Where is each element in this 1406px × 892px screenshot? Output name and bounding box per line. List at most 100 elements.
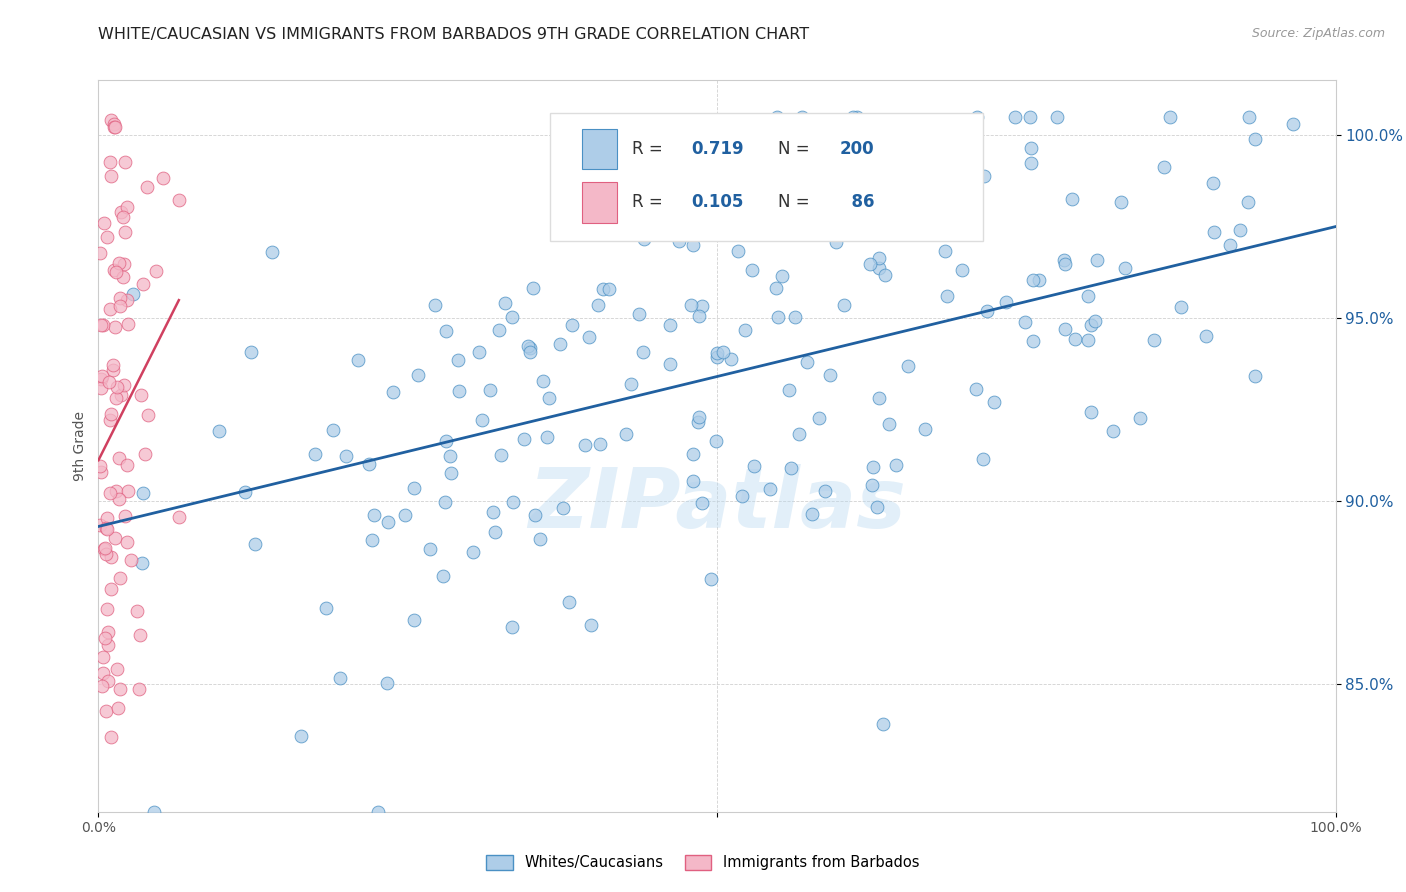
Text: 86: 86	[839, 194, 875, 211]
Point	[488, 323, 510, 337]
Point	[447, 384, 470, 398]
Point	[100, 407, 122, 421]
Point	[494, 295, 516, 310]
Point	[801, 178, 824, 193]
Point	[290, 729, 312, 743]
Point	[706, 350, 728, 364]
Point	[860, 477, 883, 491]
Point	[765, 110, 787, 124]
Text: R =: R =	[631, 140, 668, 158]
Point	[742, 458, 765, 473]
Point	[1153, 160, 1175, 174]
Text: R =: R =	[631, 194, 668, 211]
Point	[114, 225, 136, 239]
Point	[976, 303, 998, 318]
Point	[468, 344, 491, 359]
Point	[329, 672, 352, 686]
Point	[682, 447, 704, 461]
Point	[260, 245, 283, 260]
Point	[108, 451, 131, 466]
Point	[720, 351, 742, 366]
Point	[778, 383, 800, 397]
Point	[516, 339, 538, 353]
Point	[502, 494, 524, 508]
Point	[1219, 238, 1241, 252]
Point	[887, 227, 910, 241]
Point	[135, 179, 157, 194]
Point	[942, 121, 965, 136]
Point	[100, 112, 122, 127]
Point	[100, 549, 122, 564]
Point	[367, 805, 389, 819]
Point	[335, 449, 357, 463]
Point	[122, 287, 145, 301]
Point	[440, 466, 463, 480]
Point	[89, 459, 111, 474]
Point	[501, 310, 523, 325]
Point	[103, 117, 125, 131]
Point	[90, 381, 112, 395]
Point	[834, 298, 856, 312]
Point	[1014, 315, 1036, 329]
Point	[682, 474, 704, 488]
Point	[243, 537, 266, 551]
Point	[142, 805, 165, 819]
Point	[1159, 110, 1181, 124]
Point	[796, 355, 818, 369]
Point	[586, 297, 609, 311]
Point	[363, 508, 385, 522]
Point	[93, 216, 115, 230]
Point	[1053, 252, 1076, 267]
Point	[101, 363, 124, 377]
Point	[741, 263, 763, 277]
Point	[808, 411, 831, 425]
Point	[359, 457, 381, 471]
Point	[90, 465, 112, 479]
Point	[862, 460, 884, 475]
Point	[91, 679, 114, 693]
Point	[522, 281, 544, 295]
Point	[766, 310, 789, 325]
Point	[658, 357, 681, 371]
Point	[136, 409, 159, 423]
Point	[100, 169, 122, 183]
Point	[98, 301, 121, 316]
Point	[103, 263, 125, 277]
Point	[681, 298, 703, 312]
Point	[240, 345, 263, 359]
Point	[89, 246, 111, 260]
Point	[1195, 328, 1218, 343]
Point	[1237, 110, 1260, 124]
Point	[1046, 110, 1069, 124]
Point	[406, 368, 429, 383]
Point	[96, 521, 118, 535]
Point	[654, 227, 676, 241]
Point	[548, 337, 571, 351]
Point	[110, 388, 132, 402]
Point	[105, 380, 128, 394]
Point	[115, 534, 138, 549]
Point	[578, 330, 600, 344]
Text: 0.719: 0.719	[692, 140, 744, 158]
Point	[432, 569, 454, 583]
Point	[439, 449, 461, 463]
Point	[879, 174, 901, 188]
Point	[94, 705, 117, 719]
Point	[115, 293, 138, 308]
Point	[360, 533, 382, 548]
Point	[105, 265, 128, 279]
Point	[100, 582, 122, 596]
Point	[783, 310, 806, 324]
Point	[1077, 288, 1099, 302]
Point	[1077, 333, 1099, 347]
Point	[108, 571, 131, 585]
Point	[682, 238, 704, 252]
Point	[103, 120, 125, 134]
Point	[614, 427, 637, 442]
Point	[104, 532, 127, 546]
Point	[97, 673, 120, 688]
Point	[115, 200, 138, 214]
Point	[484, 525, 506, 540]
Point	[112, 258, 135, 272]
Point	[377, 676, 399, 690]
